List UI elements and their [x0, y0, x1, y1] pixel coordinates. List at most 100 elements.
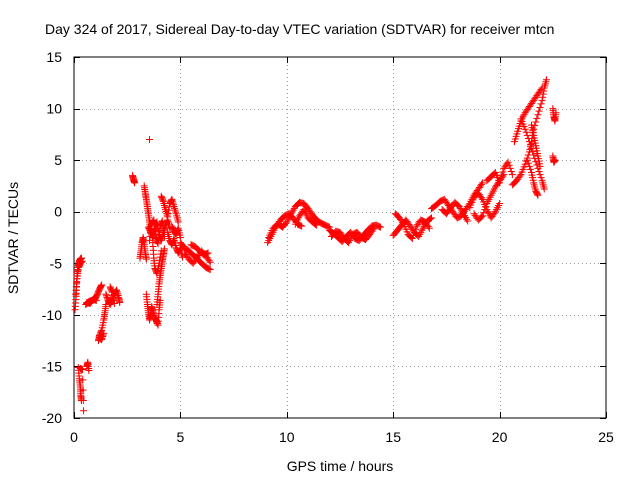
data-point [287, 210, 295, 218]
data-point [410, 228, 418, 236]
y-tick-label: -15 [42, 358, 62, 374]
data-point [169, 199, 177, 207]
data-point [540, 185, 548, 193]
data-point [538, 96, 546, 104]
data-point [159, 221, 167, 229]
data-point [551, 156, 559, 164]
data-point [171, 204, 179, 212]
data-point [102, 292, 110, 300]
data-point [157, 250, 165, 258]
data-point [498, 172, 506, 180]
data-point [496, 199, 504, 207]
data-point [174, 226, 182, 234]
data-point [324, 223, 332, 231]
y-tick-label: 0 [54, 204, 62, 220]
y-tick-label: 5 [54, 152, 62, 168]
data-point [460, 212, 468, 220]
data-point [533, 190, 541, 198]
data-point [478, 194, 486, 202]
data-point [159, 225, 167, 233]
data-point [206, 258, 214, 266]
y-tick-label: -20 [42, 410, 62, 426]
data-point [481, 206, 489, 214]
data-point [159, 196, 167, 204]
axis-ticks [74, 57, 607, 419]
data-point [532, 118, 540, 126]
data-point [156, 253, 164, 261]
x-tick-label: 5 [177, 429, 185, 445]
x-tick-label: 15 [385, 429, 401, 445]
data-point [478, 180, 486, 188]
data-point [534, 111, 542, 119]
data-point [131, 179, 139, 187]
data-point [153, 318, 161, 326]
data-point [464, 217, 472, 225]
data-point [525, 162, 533, 170]
data-point [370, 224, 378, 232]
data-point [312, 220, 320, 228]
data-point [552, 109, 560, 117]
data-point [375, 223, 383, 231]
data-point [538, 84, 546, 92]
data-point [79, 376, 87, 384]
data-point [85, 367, 93, 375]
data-point [174, 218, 182, 226]
data-point [156, 256, 164, 264]
x-axis-label: GPS time / hours [287, 458, 394, 474]
data-point [98, 281, 106, 289]
data-point [103, 293, 111, 301]
y-tick-label: -10 [42, 307, 62, 323]
data-point [298, 222, 306, 230]
data-point [157, 247, 165, 255]
data-point [98, 336, 106, 344]
data-point [456, 204, 464, 212]
data-point [521, 125, 529, 133]
data-point [79, 386, 87, 394]
data-point [539, 93, 547, 101]
data-point [482, 203, 490, 211]
data-point [97, 282, 105, 290]
data-point [147, 228, 155, 236]
data-point [297, 222, 305, 230]
data-point [109, 294, 117, 302]
data-point [108, 288, 116, 296]
data-point [92, 296, 100, 304]
data-point [116, 298, 124, 306]
data-point [108, 287, 116, 295]
data-point [408, 235, 416, 243]
data-point [98, 334, 106, 342]
data-point [149, 307, 157, 315]
data-point [522, 128, 530, 136]
data-point [168, 197, 176, 205]
data-point [412, 225, 420, 233]
data-point [288, 208, 296, 216]
data-point [99, 333, 107, 341]
x-tick-label: 10 [279, 429, 295, 445]
data-point [523, 156, 531, 164]
data-point [163, 211, 171, 219]
data-point [100, 329, 108, 337]
data-point [203, 249, 211, 257]
data-point [149, 308, 157, 316]
data-point [152, 268, 160, 276]
data-point [113, 286, 121, 294]
x-tick-label: 20 [492, 429, 508, 445]
data-point [155, 231, 163, 239]
data-point [158, 217, 166, 225]
data-point [206, 265, 214, 273]
data-point [533, 114, 541, 122]
data-point [419, 224, 427, 232]
y-tick-label: 15 [46, 49, 62, 65]
data-point [160, 225, 168, 233]
data-point [537, 100, 545, 108]
data-point [172, 208, 180, 216]
data-point [524, 134, 532, 142]
data-point [542, 76, 550, 84]
data-point [428, 214, 436, 222]
data-point [479, 179, 487, 187]
data-point [537, 85, 545, 93]
data-point [170, 203, 178, 211]
data-point [499, 168, 507, 176]
data-point [496, 179, 504, 187]
data-point [154, 240, 162, 248]
